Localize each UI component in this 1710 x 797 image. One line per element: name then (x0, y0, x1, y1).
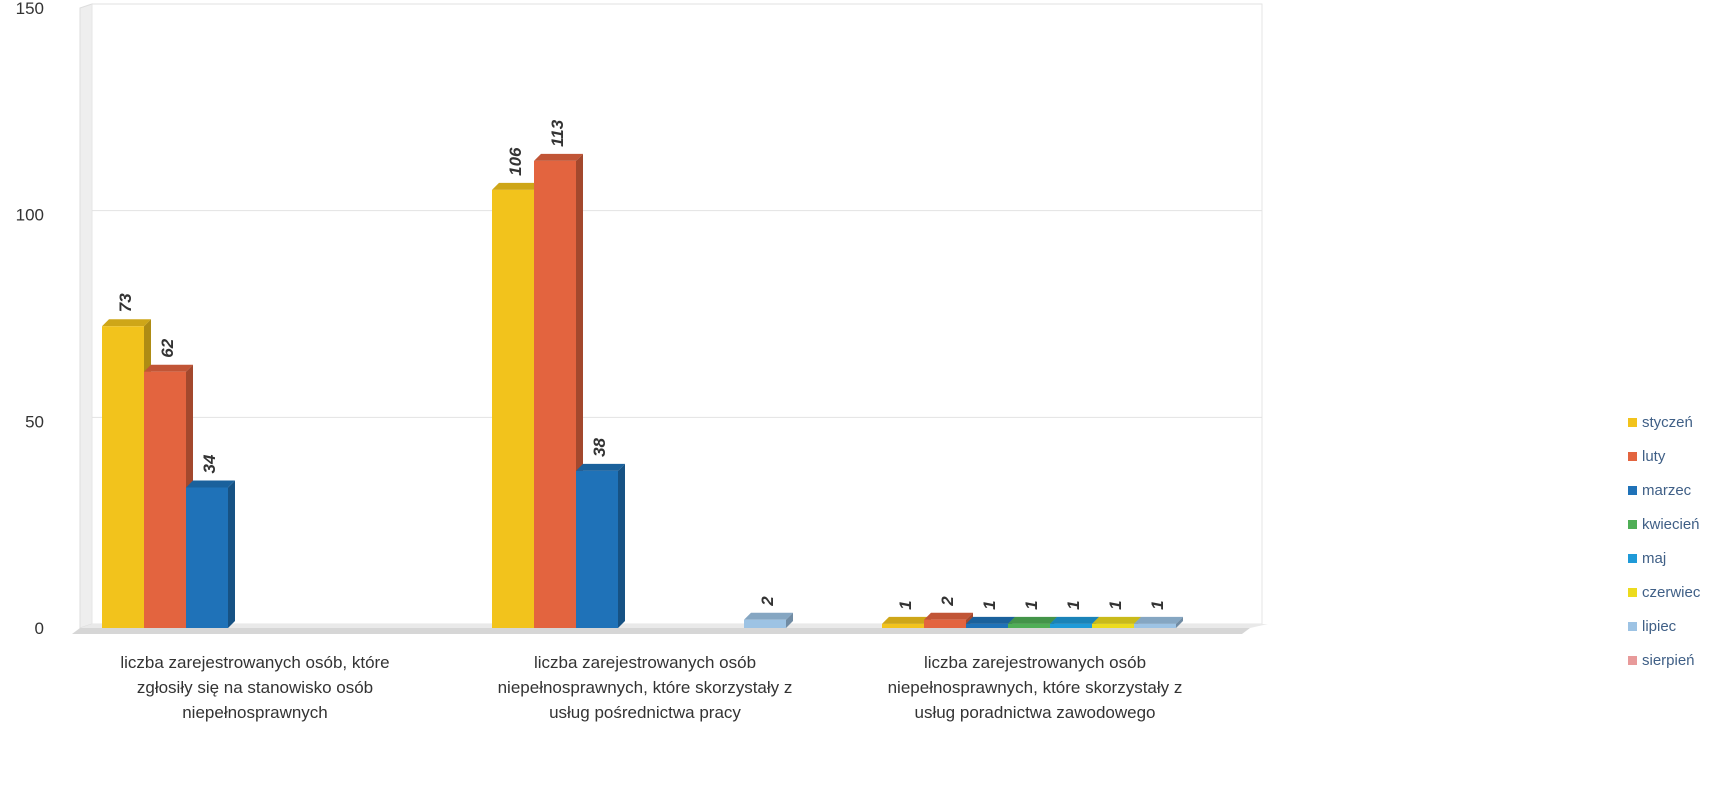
bar-top (186, 480, 235, 487)
side-wall (80, 4, 92, 628)
data-label: 73 (116, 293, 135, 312)
category-label-line: liczba zarejestrowanych osób, które (120, 653, 389, 672)
bar-top (1134, 617, 1183, 624)
legend-label: luty (1642, 448, 1666, 465)
bar (966, 624, 1008, 628)
data-label: 1 (1064, 600, 1083, 609)
legend-label: czerwiec (1642, 584, 1701, 601)
category-label-line: usług pośrednictwa pracy (549, 703, 741, 722)
legend-swatch (1628, 520, 1637, 529)
category-labels: liczba zarejestrowanych osób, które zgłos… (120, 653, 1182, 722)
bar-top (144, 365, 193, 372)
y-tick-label: 50 (25, 412, 44, 431)
y-axis-ticks: 0 50 100 150 (16, 0, 44, 638)
data-label: 1 (1148, 600, 1167, 609)
category-label: liczba zarejestrowanych osób niepełnospra… (498, 653, 793, 722)
bar (534, 161, 576, 628)
legend-swatch (1628, 656, 1637, 665)
category-label: liczba zarejestrowanych osób, które zgłos… (120, 653, 389, 722)
bar (144, 372, 186, 628)
category-label-line: liczba zarejestrowanych osób (924, 653, 1146, 672)
category-label-line: zgłosiły się na stanowisko osób (137, 678, 373, 697)
legend-swatch (1628, 452, 1637, 461)
category-label-line: niepełnosprawnych, które skorzystały z (888, 678, 1183, 697)
bar (744, 620, 786, 628)
category-label-line: niepełnosprawnych, które skorzystały z (498, 678, 793, 697)
legend-swatch (1628, 622, 1637, 631)
y-tick-label: 150 (16, 0, 44, 18)
bar-top (744, 613, 793, 620)
bar-top (1050, 617, 1099, 624)
category-label-line: usług poradnictwa zawodowego (915, 703, 1156, 722)
legend-swatch (1628, 588, 1637, 597)
data-label: 38 (590, 437, 609, 456)
category-label-line: liczba zarejestrowanych osób (534, 653, 756, 672)
back-wall (92, 4, 1262, 624)
bar (1134, 624, 1176, 628)
legend-label: lipiec (1642, 618, 1677, 635)
bar (1008, 624, 1050, 628)
legend: styczeń luty marzec kwiecień maj czerwiec lipi… (1628, 414, 1701, 669)
legend-swatch (1628, 486, 1637, 495)
bar (576, 471, 618, 628)
bar-top (966, 617, 1015, 624)
data-label: 113 (548, 119, 567, 147)
data-label: 1 (896, 600, 915, 609)
plot-background (72, 4, 1268, 634)
bar (1092, 624, 1134, 628)
bar-top (1092, 617, 1141, 624)
bar-side (228, 480, 235, 628)
bar (492, 190, 534, 628)
bar (102, 326, 144, 628)
data-label: 2 (938, 596, 957, 607)
y-tick-label: 100 (16, 206, 44, 225)
legend-swatch (1628, 554, 1637, 563)
data-label: 1 (980, 600, 999, 609)
bar-top (534, 154, 583, 161)
floor-front (72, 628, 1250, 634)
bar-side (618, 464, 625, 628)
bar-top (102, 319, 151, 326)
data-label: 62 (158, 338, 177, 357)
bar (882, 624, 924, 628)
data-label: 34 (200, 454, 219, 473)
legend-swatch (1628, 418, 1637, 427)
bar (186, 487, 228, 628)
legend-label: sierpień (1642, 652, 1695, 669)
legend-label: marzec (1642, 482, 1692, 499)
bar-top (1008, 617, 1057, 624)
y-tick-label: 0 (35, 619, 44, 638)
category-label-line: niepełnosprawnych (182, 703, 328, 722)
category-label: liczba zarejestrowanych osób niepełnospra… (888, 653, 1183, 722)
data-label: 106 (506, 147, 525, 176)
bar (1050, 624, 1092, 628)
legend-label: styczeń (1642, 414, 1693, 431)
legend-label: maj (1642, 550, 1666, 567)
bar-top (924, 613, 973, 620)
data-label: 1 (1022, 600, 1041, 609)
bar-top (882, 617, 931, 624)
bar-top (576, 464, 625, 471)
bar-top (492, 183, 541, 190)
bar (924, 620, 966, 628)
legend-label: kwiecień (1642, 516, 1700, 533)
data-label: 2 (758, 596, 777, 607)
data-label: 1 (1106, 600, 1125, 609)
